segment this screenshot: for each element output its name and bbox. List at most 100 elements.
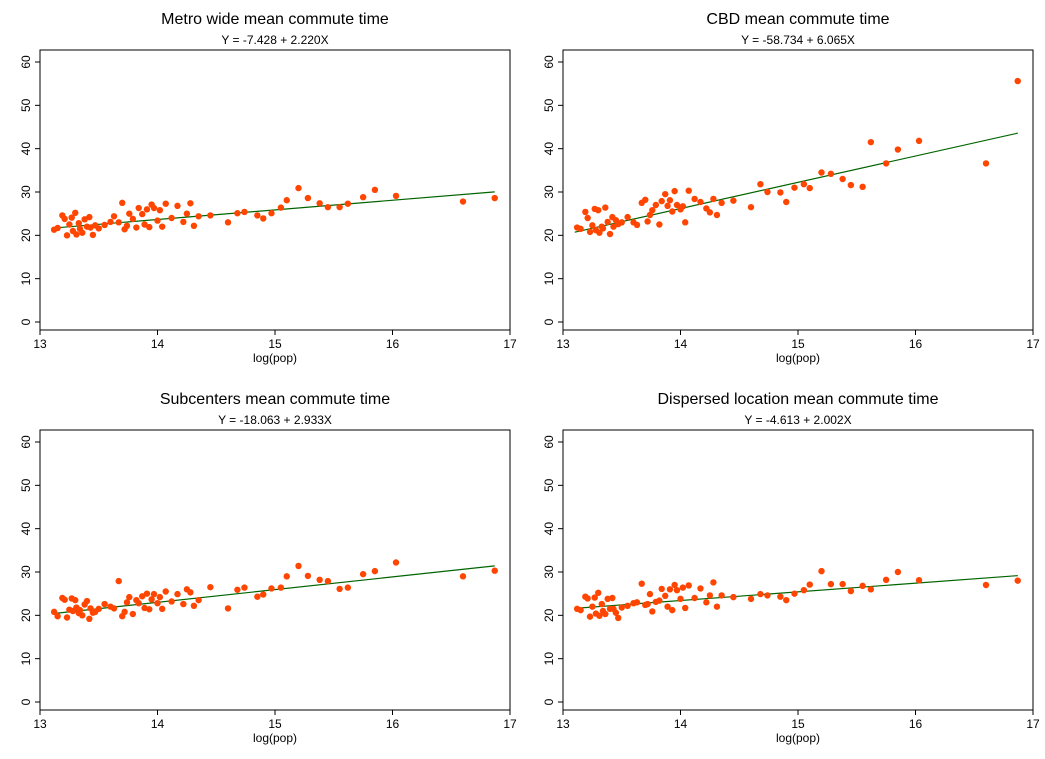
data-point [324,577,332,585]
data-point [187,200,194,207]
chart-svg: Metro wide mean commute time Y = -7.428 +… [19,11,517,365]
data-point [75,220,82,227]
data-point [584,214,591,222]
plot-frame [562,429,1034,711]
data-point [190,222,198,229]
chart-panel-metro: Metro wide mean commute time Y = -7.428 +… [0,0,522,379]
data-point [662,592,669,600]
data-point [673,587,681,594]
data-point [598,600,605,608]
x-tick-label: 14 [674,337,688,351]
y-tick-label: 20 [19,608,33,622]
data-point [658,585,665,593]
data-point [254,212,261,219]
y-tick-label: 10 [19,652,33,666]
data-point [110,213,118,220]
data-point [126,593,133,601]
y-tick-label: 60 [19,435,33,449]
data-point [119,199,126,207]
data-point [224,219,232,226]
data-point [141,221,148,228]
data-point [139,593,146,600]
data-point [633,221,641,229]
x-tick-label: 15 [268,717,282,731]
data-point [666,197,674,204]
data-point [589,603,596,610]
data-point [867,586,875,593]
data-point [268,210,275,217]
chart-svg: Dispersed location mean commute time Y = … [542,391,1040,745]
data-point [371,567,379,575]
data-point [595,589,602,596]
data-point [168,214,175,222]
data-point [207,583,214,591]
data-point [685,582,692,589]
data-point [664,603,671,610]
plot-frame [39,429,511,711]
data-point [195,213,202,220]
data-point [649,207,656,214]
data-point [241,208,248,216]
y-tick-label: 30 [19,185,33,199]
data-point [86,213,93,221]
data-point [72,596,79,604]
data-point [159,223,166,230]
data-point [139,210,146,218]
x-tick-label: 14 [151,337,165,351]
data-point [336,203,343,211]
data-point [54,613,61,620]
data-point [697,198,704,206]
data-point [867,138,875,146]
data-point [1014,577,1021,584]
data-point [183,210,191,217]
data-point [656,597,663,604]
data-point [644,218,651,225]
y-tick-label: 0 [542,698,556,705]
data-point [624,213,631,221]
data-point [713,211,721,219]
data-point [618,604,625,611]
data-point [703,599,710,606]
data-point [344,584,352,591]
data-point [162,200,169,207]
data-point [168,598,175,605]
data-point [277,204,285,211]
data-point [618,219,625,226]
data-point [195,596,202,604]
y-tick-label: 40 [19,142,33,156]
y-tick-label: 50 [542,98,556,112]
data-point [706,592,714,599]
data-point [324,203,332,211]
data-point [66,221,73,228]
data-point [847,181,855,189]
data-point [818,567,825,575]
data-point [63,232,71,239]
data-point [459,198,467,205]
chart-panel-subcenters: Subcenters mean commute time Y = -18.063 … [0,380,522,759]
data-point [73,231,80,238]
data-point [783,198,790,206]
data-point [697,585,704,592]
data-point [747,595,755,603]
data-point [662,190,669,198]
data-point [89,231,97,239]
data-point [685,187,692,194]
data-point [677,595,684,603]
y-tick-label: 60 [542,55,556,69]
x-tick-label: 14 [151,717,165,731]
chart-title: CBD mean commute time [706,11,889,28]
data-point [577,225,584,233]
x-axis-label: log(pop) [776,351,820,365]
data-point [595,207,602,214]
data-point [602,204,609,211]
data-point [624,602,631,609]
chart-title: Metro wide mean commute time [161,11,389,28]
y-tick-label: 0 [542,318,556,325]
data-point [584,595,591,602]
data-point [143,206,151,213]
data-point [596,612,603,619]
data-point [666,586,674,593]
data-point [582,208,589,216]
data-point [633,599,641,606]
data-point [615,614,622,622]
